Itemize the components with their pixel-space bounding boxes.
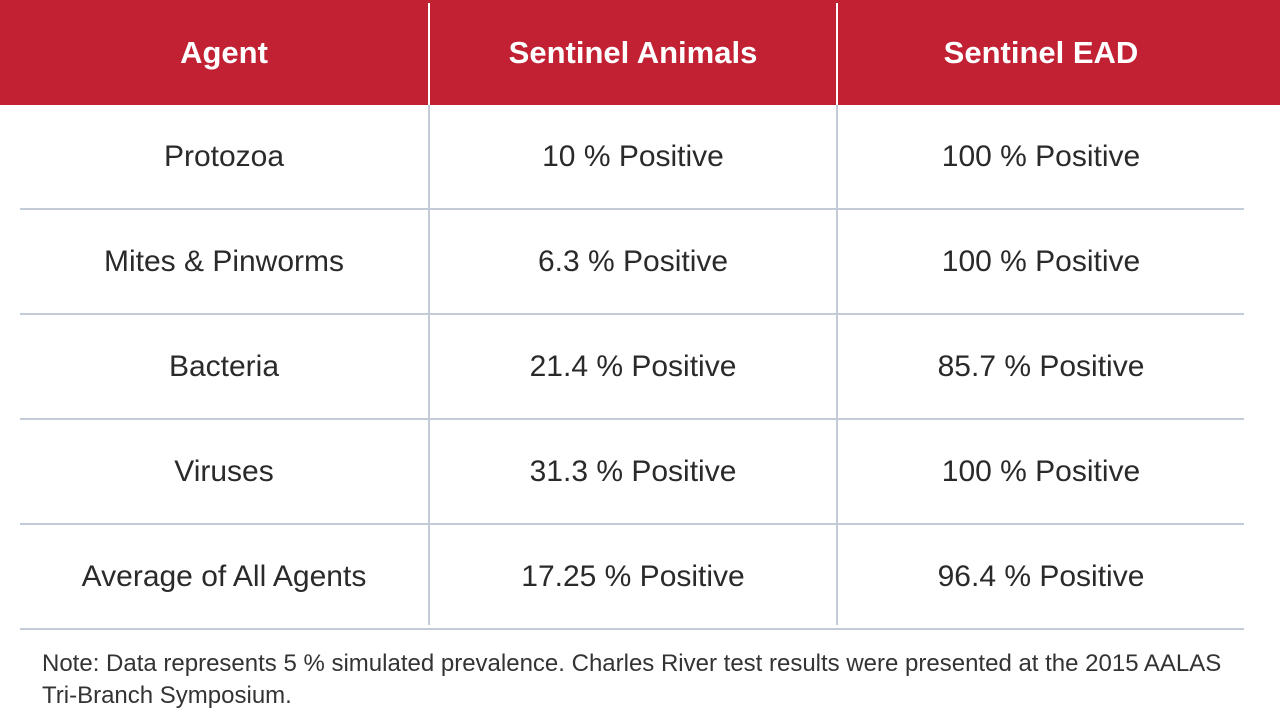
agent-cell: Protozoa — [163, 139, 285, 173]
header-divider — [836, 3, 838, 105]
sentinel-ead-cell: 85.7 % Positive — [937, 349, 1145, 383]
sentinel-animals-cell: 21.4 % Positive — [529, 349, 737, 383]
sentinel-animals-cell: 31.3 % Positive — [529, 454, 737, 488]
header-sentinel-animals: Sentinel Animals — [508, 34, 758, 70]
table-row: Mites & Pinworms 6.3 % Positive 100 % Po… — [20, 210, 1244, 315]
agent-cell: Bacteria — [168, 349, 280, 383]
sentinel-ead-cell: 100 % Positive — [941, 454, 1141, 488]
header-agent: Agent — [180, 34, 268, 70]
header-sentinel-ead: Sentinel EAD — [943, 34, 1139, 70]
table-header: Agent Sentinel Animals Sentinel EAD — [0, 0, 1280, 105]
sentinel-ead-cell: 100 % Positive — [941, 244, 1141, 278]
table-row: Protozoa 10 % Positive 100 % Positive — [20, 105, 1244, 210]
table-row: Viruses 31.3 % Positive 100 % Positive — [20, 420, 1244, 525]
column-divider — [428, 105, 430, 625]
sentinel-animals-cell: 17.25 % Positive — [521, 559, 745, 593]
table-row: Bacteria 21.4 % Positive 85.7 % Positive — [20, 315, 1244, 420]
footnote: Note: Data represents 5 % simulated prev… — [42, 650, 1222, 709]
table-row: Average of All Agents 17.25 % Positive 9… — [20, 525, 1244, 630]
agent-cell: Average of All Agents — [81, 559, 367, 593]
column-divider — [836, 105, 838, 625]
sentinel-animals-cell: 6.3 % Positive — [537, 244, 729, 278]
table-body: Protozoa 10 % Positive 100 % Positive Mi… — [20, 105, 1244, 630]
sentinel-ead-cell: 96.4 % Positive — [937, 559, 1145, 593]
sentinel-animals-cell: 10 % Positive — [542, 139, 724, 173]
header-divider — [428, 3, 430, 105]
sentinel-ead-cell: 100 % Positive — [941, 139, 1141, 173]
agent-cell: Viruses — [174, 454, 274, 488]
agent-cell: Mites & Pinworms — [103, 244, 345, 278]
